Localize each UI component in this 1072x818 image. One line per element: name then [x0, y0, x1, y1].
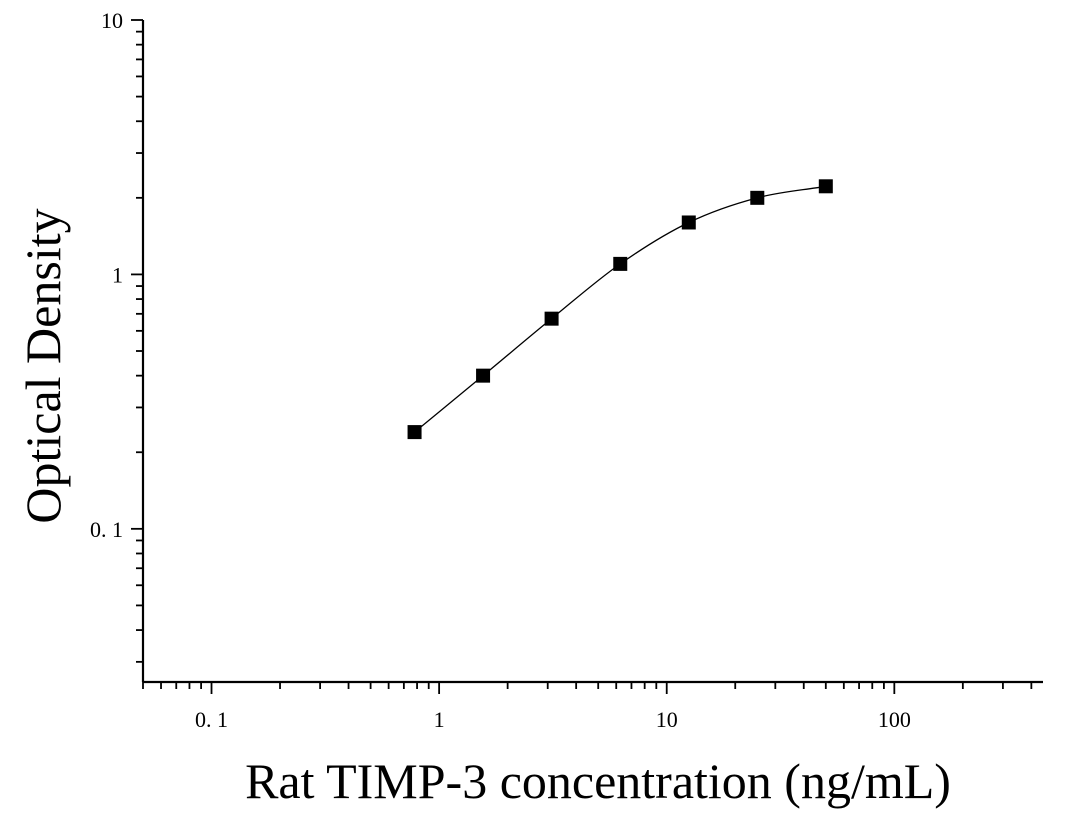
data-point-marker	[544, 311, 559, 326]
axes	[131, 19, 1043, 694]
x-tick-label: 1	[434, 707, 445, 732]
data-point-marker	[476, 368, 491, 383]
y-tick-label: 1	[112, 262, 123, 287]
y-tick-label: 10	[101, 8, 123, 33]
data-point-marker	[613, 256, 628, 271]
x-axis-title: Rat TIMP-3 concentration (ng/mL)	[245, 753, 951, 809]
tick-labels-layer: 0. 1 1 10 100 0. 1 1 10	[90, 8, 911, 732]
data-point-marker	[681, 215, 696, 230]
x-tick-label: 100	[878, 707, 911, 732]
data-point-marker	[750, 190, 765, 205]
fit-curve-line	[414, 185, 826, 433]
data-points-layer	[407, 179, 833, 440]
y-axis-title: Optical Density	[15, 208, 71, 523]
fit-curve-layer	[414, 185, 826, 433]
data-point-marker	[818, 179, 833, 194]
y-tick-label: 0. 1	[90, 517, 123, 542]
x-tick-label: 10	[656, 707, 678, 732]
x-tick-label: 0. 1	[195, 707, 228, 732]
data-point-marker	[407, 425, 422, 440]
